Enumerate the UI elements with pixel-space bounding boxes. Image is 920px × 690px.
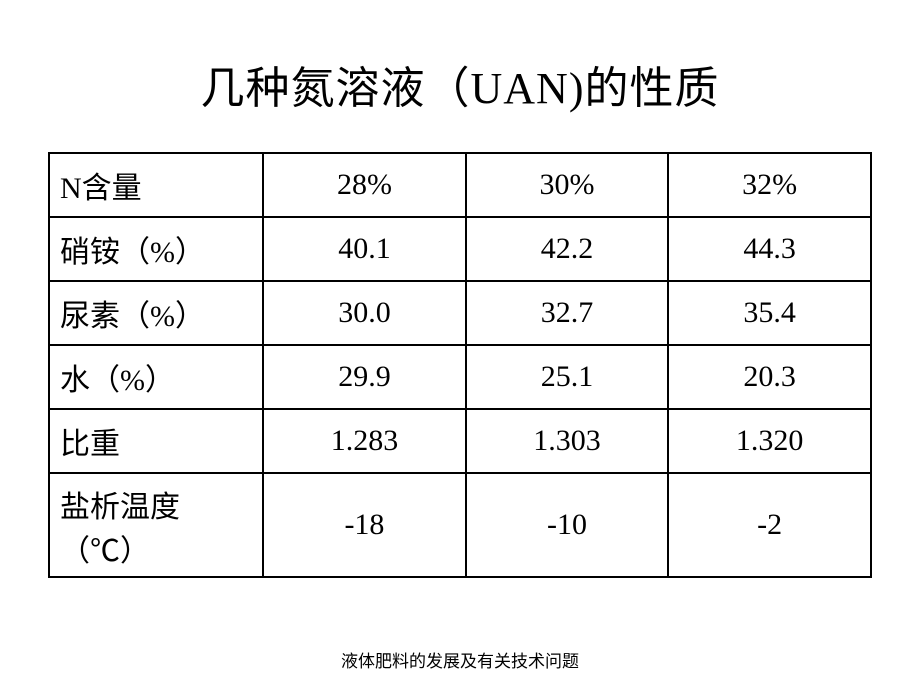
cell: 42.2	[466, 217, 669, 281]
cell: 30%	[466, 153, 669, 217]
cell: 32.7	[466, 281, 669, 345]
cell: 1.283	[263, 409, 466, 473]
cell: 44.3	[668, 217, 871, 281]
cell: -2	[668, 473, 871, 577]
row-label-urea: 尿素（%）	[49, 281, 263, 345]
table-row: N含量 28% 30% 32%	[49, 153, 871, 217]
row-label-water: 水（%）	[49, 345, 263, 409]
table-row: 尿素（%） 30.0 32.7 35.4	[49, 281, 871, 345]
cell: 32%	[668, 153, 871, 217]
row-label-specific-gravity: 比重	[49, 409, 263, 473]
cell: 25.1	[466, 345, 669, 409]
slide-title: 几种氮溶液（UAN)的性质	[0, 52, 920, 116]
slide: 几种氮溶液（UAN)的性质 N含量 28% 30% 32% 硝铵（%） 40.1…	[0, 0, 920, 690]
cell: 20.3	[668, 345, 871, 409]
row-label-ammonium-nitrate: 硝铵（%）	[49, 217, 263, 281]
row-label-n-content: N含量	[49, 153, 263, 217]
uan-properties-table-wrap: N含量 28% 30% 32% 硝铵（%） 40.1 42.2 44.3 尿素（…	[48, 152, 872, 578]
cell: 30.0	[263, 281, 466, 345]
cell: 1.303	[466, 409, 669, 473]
cell: -10	[466, 473, 669, 577]
cell: -18	[263, 473, 466, 577]
row-label-salting-out-temp: 盐析温度（℃）	[49, 473, 263, 577]
cell: 1.320	[668, 409, 871, 473]
table-row: 水（%） 29.9 25.1 20.3	[49, 345, 871, 409]
cell: 28%	[263, 153, 466, 217]
cell: 40.1	[263, 217, 466, 281]
table-row: 盐析温度（℃） -18 -10 -2	[49, 473, 871, 577]
slide-footer: 液体肥料的发展及有关技术问题	[0, 647, 920, 672]
cell: 29.9	[263, 345, 466, 409]
table-row: 比重 1.283 1.303 1.320	[49, 409, 871, 473]
table-row: 硝铵（%） 40.1 42.2 44.3	[49, 217, 871, 281]
cell: 35.4	[668, 281, 871, 345]
uan-properties-table: N含量 28% 30% 32% 硝铵（%） 40.1 42.2 44.3 尿素（…	[48, 152, 872, 578]
